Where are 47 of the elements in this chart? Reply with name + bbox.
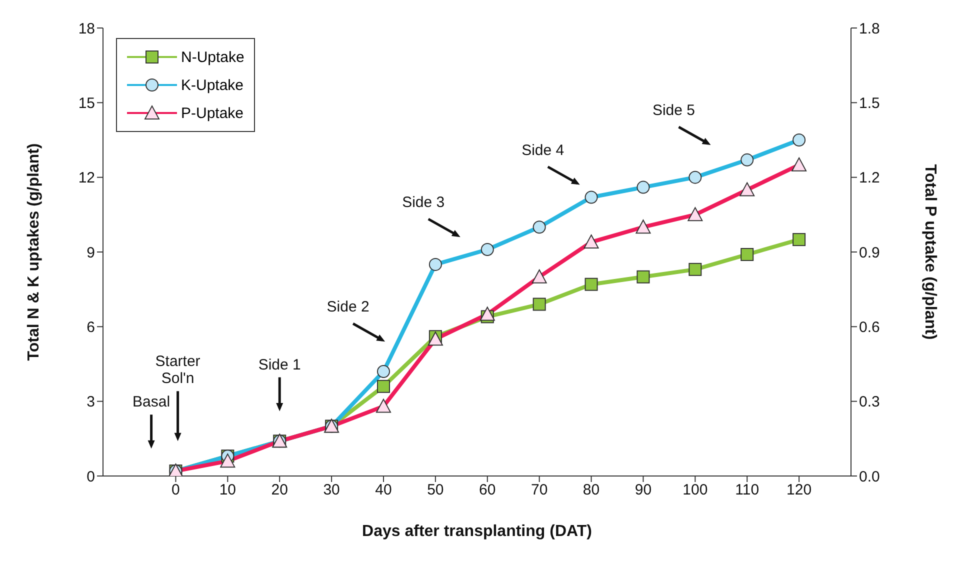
y-axis-title: Total N & K uptakes (g/plant) [26, 143, 43, 361]
y-tick-label: 9 [86, 244, 95, 262]
y2-tick-label: 1.5 [859, 94, 880, 112]
x-axis-title: Days after transplanting (DAT) [362, 523, 592, 540]
y-tick-label: 12 [78, 170, 95, 187]
y2-tick-label: 0.6 [859, 318, 880, 336]
x-tick-label: 70 [530, 482, 548, 499]
point [532, 298, 546, 311]
legend-label: P-Uptake [181, 104, 244, 122]
x-tick-label: 50 [427, 482, 444, 499]
y2-tick-label: 1.8 [859, 20, 880, 38]
y2-tick-label: 0.0 [859, 468, 880, 486]
annotation: Side 3 [402, 194, 445, 212]
x-tick-label: 0 [172, 482, 180, 499]
annotation: Side 5 [652, 102, 696, 119]
x-tick-label: 90 [634, 482, 652, 499]
x-tick-label: 20 [271, 482, 288, 499]
annotation: Basal [132, 394, 170, 411]
y-tick-label: 6 [86, 318, 95, 336]
annotation: Side 4 [522, 142, 564, 159]
annotation: Side 2 [326, 298, 370, 316]
x-tick-label: 80 [582, 482, 600, 499]
x-tick-label: 120 [786, 482, 812, 499]
x-tick-label: 10 [219, 482, 236, 499]
legend-label: K-Uptake [181, 76, 244, 94]
y2-tick-label: 1.2 [859, 170, 880, 187]
legend-label: N-Uptake [181, 48, 244, 66]
point [584, 278, 598, 291]
point [740, 248, 754, 261]
annotation: Starter Sol'n [155, 353, 200, 388]
x-tick-label: 30 [323, 482, 340, 499]
y2-axis-title: Total P uptake (g/plant) [921, 164, 938, 340]
y-tick-label: 18 [78, 20, 95, 38]
annotation: Side 1 [258, 356, 301, 374]
x-tick-label: 60 [479, 482, 496, 499]
y2-tick-label: 0.3 [859, 394, 880, 411]
x-tick-label: 100 [682, 482, 708, 499]
y2-tick-label: 0.9 [859, 244, 880, 262]
y-tick-label: 3 [86, 394, 95, 411]
point [377, 380, 390, 393]
point [792, 233, 806, 246]
x-tick-label: 110 [735, 482, 760, 499]
point [636, 270, 650, 284]
point [688, 262, 702, 276]
y-tick-label: 15 [78, 94, 95, 112]
x-tick-label: 40 [375, 482, 392, 499]
y-tick-label: 0 [86, 468, 95, 486]
